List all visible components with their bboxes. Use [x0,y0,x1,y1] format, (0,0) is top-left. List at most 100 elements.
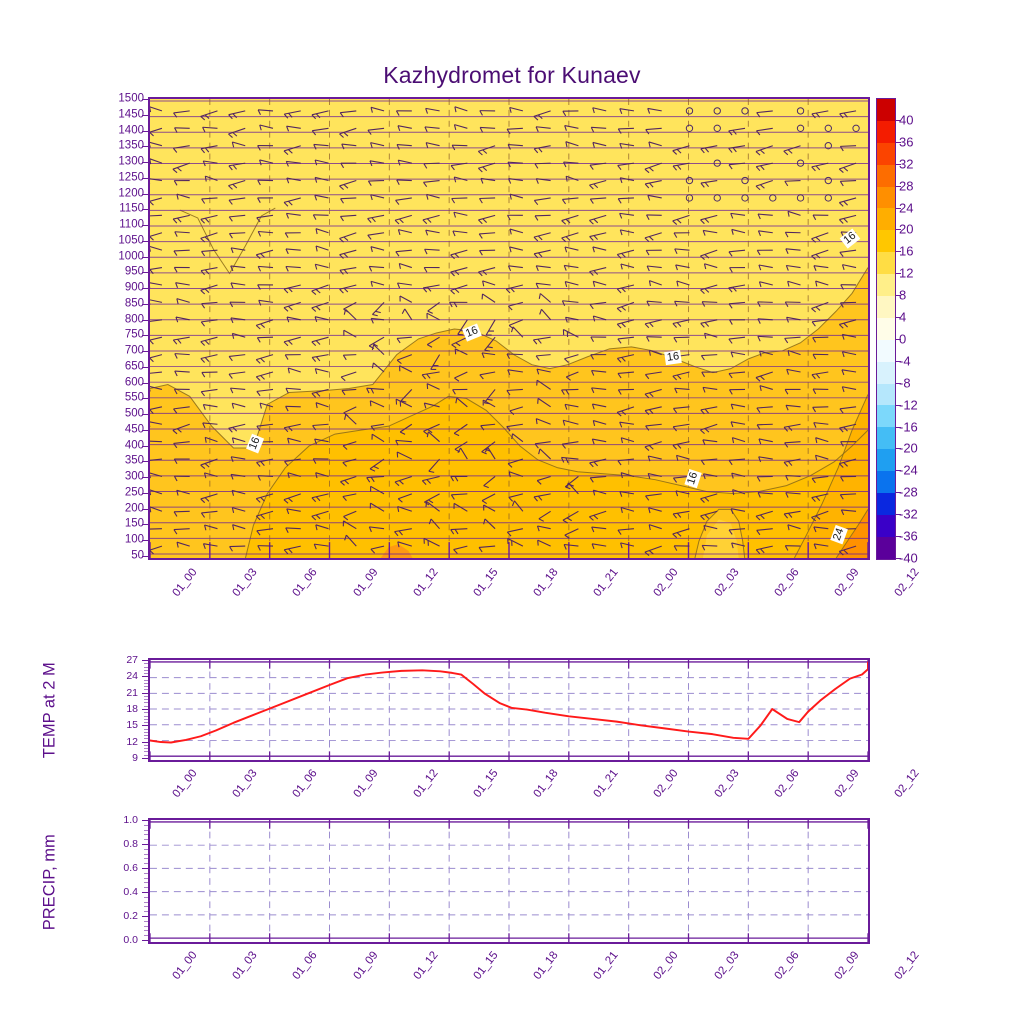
main-y-tick-label: 100 [124,533,144,546]
main-y-tick [142,335,148,337]
sub-y-tick [142,940,148,941]
sub-y-minor-tick [144,829,148,831]
main-y-tick-label: 1050 [118,234,144,247]
colorbar-swatch [877,120,895,143]
main-y-tick-label: 1400 [118,123,144,136]
main-y-tick [142,130,148,132]
precip-plot [150,820,868,942]
x-tick-label: 02_09 [832,949,862,982]
sub-y-minor-tick [144,853,148,855]
main-y-tick [142,366,148,368]
colorbar-tick [896,185,901,187]
colorbar-tick-label: -28 [899,484,918,500]
x-tick-label: 02_03 [712,949,742,982]
x-tick-label: 01_00 [170,566,200,599]
main-y-tick [142,540,148,542]
sub-y-minor-tick [144,673,148,675]
main-y-tick-label: 750 [124,328,144,341]
main-y-tick-label: 1350 [118,139,144,152]
x-tick-label: 02_12 [892,566,922,599]
sub-y-tick-label: 0.4 [123,885,138,898]
colorbar-tick [896,229,901,231]
main-y-tick [142,414,148,416]
sub-y-tick [142,844,148,845]
sub-y-tick-label: 24 [126,670,138,683]
colorbar-labels: 40 36 32 28 24 20 16 12 8 4 0 -4 -8 -12 -16 -20 -24 -28 -3… [899,98,939,564]
sub-y-tick [142,725,148,727]
sub-y-minor-tick [144,731,148,733]
sub-y-minor-tick [144,911,148,913]
sub-y-tick-label: 0.2 [123,909,138,922]
sub-y-tick-label: 12 [126,735,138,748]
x-tick-label: 01_12 [411,767,441,800]
x-tick-label: 01_21 [591,949,621,982]
colorbar-swatch [877,405,895,428]
main-x-axis-labels: 01_00 01_03 01_06 01_09 01_12 01_15 01_18 01_21… [0,565,1024,625]
main-y-tick-label: 450 [124,423,144,436]
sub-y-minor-tick [144,689,148,691]
colorbar-tick-label: -16 [899,419,918,435]
sub-y-tick-label: 18 [126,702,138,715]
main-y-tick [142,445,148,447]
colorbar-swatch [877,252,895,275]
contour-value-label: 24 [830,524,849,545]
main-y-tick [142,398,148,400]
contour-value-label: 16 [839,228,861,249]
x-tick-label: 01_00 [170,767,200,800]
main-y-tick-label: 350 [124,454,144,467]
main-y-tick [142,508,148,510]
x-tick-label: 01_18 [531,566,561,599]
sub-y-minor-tick [144,872,148,874]
colorbar-swatch [877,164,895,187]
main-y-tick-label: 500 [124,407,144,420]
colorbar-swatch [877,536,895,559]
temp-y-axis-labels: 27 24 21 18 15 12 9 [104,653,138,763]
sub-y-minor-tick [144,705,148,707]
main-y-tick [142,429,148,431]
precip-y-axis-labels: 1.0 0.8 0.6 0.4 0.2 0.0 [104,813,138,945]
main-y-tick [142,146,148,148]
colorbar-tick [896,448,901,450]
colorbar-tick [896,536,901,538]
colorbar-tick [896,207,901,209]
colorbar-swatch [877,99,895,121]
colorbar-swatch [877,208,895,231]
x-tick-label: 01_18 [531,949,561,982]
main-y-tick [142,319,148,321]
main-y-tick-label: 1150 [119,202,144,215]
sub-y-minor-tick [144,715,148,717]
temp-axis-title-text: TEMP at 2 M [40,662,59,758]
sub-y-tick [142,892,148,893]
sub-y-tick [142,692,148,694]
x-tick-label: 01_06 [290,767,320,800]
x-tick-label: 01_00 [170,949,200,982]
colorbar-tick [896,251,901,253]
main-y-tick [142,288,148,290]
main-y-tick-label: 600 [124,375,144,388]
sub-y-minor-tick [144,686,148,688]
colorbar-tick-label: 4 [899,309,907,325]
colorbar-tick [896,426,901,428]
sub-y-minor-tick [144,906,148,908]
sub-y-tick-label: 1.0 [123,813,138,826]
contour-label-layer: 16 16 16 16 16 24 [150,99,868,558]
sub-y-minor-tick [144,735,148,737]
colorbar-tick [896,338,901,340]
main-y-tick-label: 1250 [118,171,144,184]
sub-y-tick-label: 27 [126,653,138,666]
main-y-tick-label: 300 [124,470,144,483]
sub-y-minor-tick [144,863,148,865]
colorbar-swatch [877,493,895,515]
sub-y-tick [142,676,148,678]
x-tick-label: 02_00 [651,767,681,800]
sub-y-tick [142,709,148,710]
colorbar-tick-label: 8 [899,287,907,303]
sub-y-minor-tick [144,679,148,681]
colorbar-tick-label: -8 [899,375,911,391]
sub-y-minor-tick [144,848,148,850]
colorbar-tick [896,163,901,165]
colorbar-tick [896,295,901,297]
sub-y-minor-tick [144,887,148,889]
main-y-tick [142,225,148,227]
precip-axis-title-text: PRECIP, mm [40,834,59,930]
